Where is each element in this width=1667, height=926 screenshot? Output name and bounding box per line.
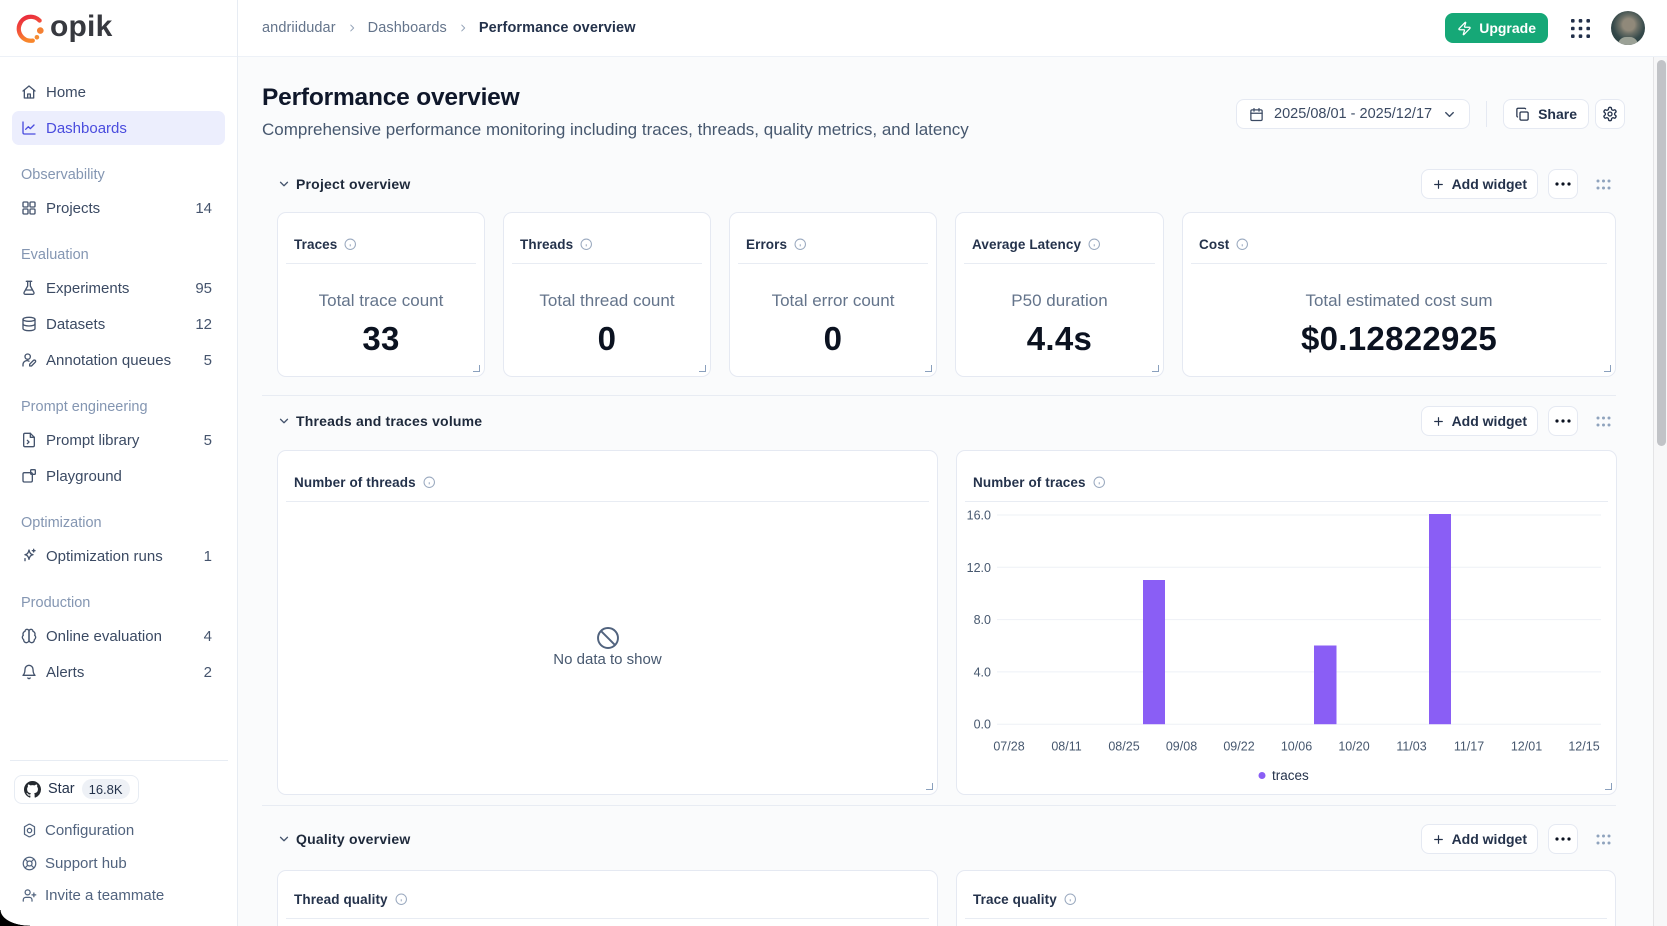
svg-text:10/20: 10/20 [1338, 739, 1369, 753]
svg-text:10/06: 10/06 [1281, 739, 1312, 753]
svg-text:16.0: 16.0 [967, 508, 991, 522]
svg-text:12.0: 12.0 [967, 560, 991, 574]
svg-text:11/03: 11/03 [1396, 739, 1426, 753]
svg-text:08/11: 08/11 [1051, 739, 1081, 753]
svg-text:09/22: 09/22 [1223, 739, 1254, 753]
svg-text:traces: traces [1272, 768, 1309, 783]
svg-text:12/15: 12/15 [1568, 739, 1599, 753]
svg-text:12/01: 12/01 [1511, 739, 1542, 753]
svg-text:11/17: 11/17 [1454, 739, 1484, 753]
svg-text:09/08: 09/08 [1166, 739, 1197, 753]
svg-text:8.0: 8.0 [974, 613, 991, 627]
svg-text:0.0: 0.0 [974, 717, 991, 731]
svg-text:08/25: 08/25 [1108, 739, 1139, 753]
svg-text:07/28: 07/28 [993, 739, 1024, 753]
svg-text:4.0: 4.0 [974, 665, 991, 679]
